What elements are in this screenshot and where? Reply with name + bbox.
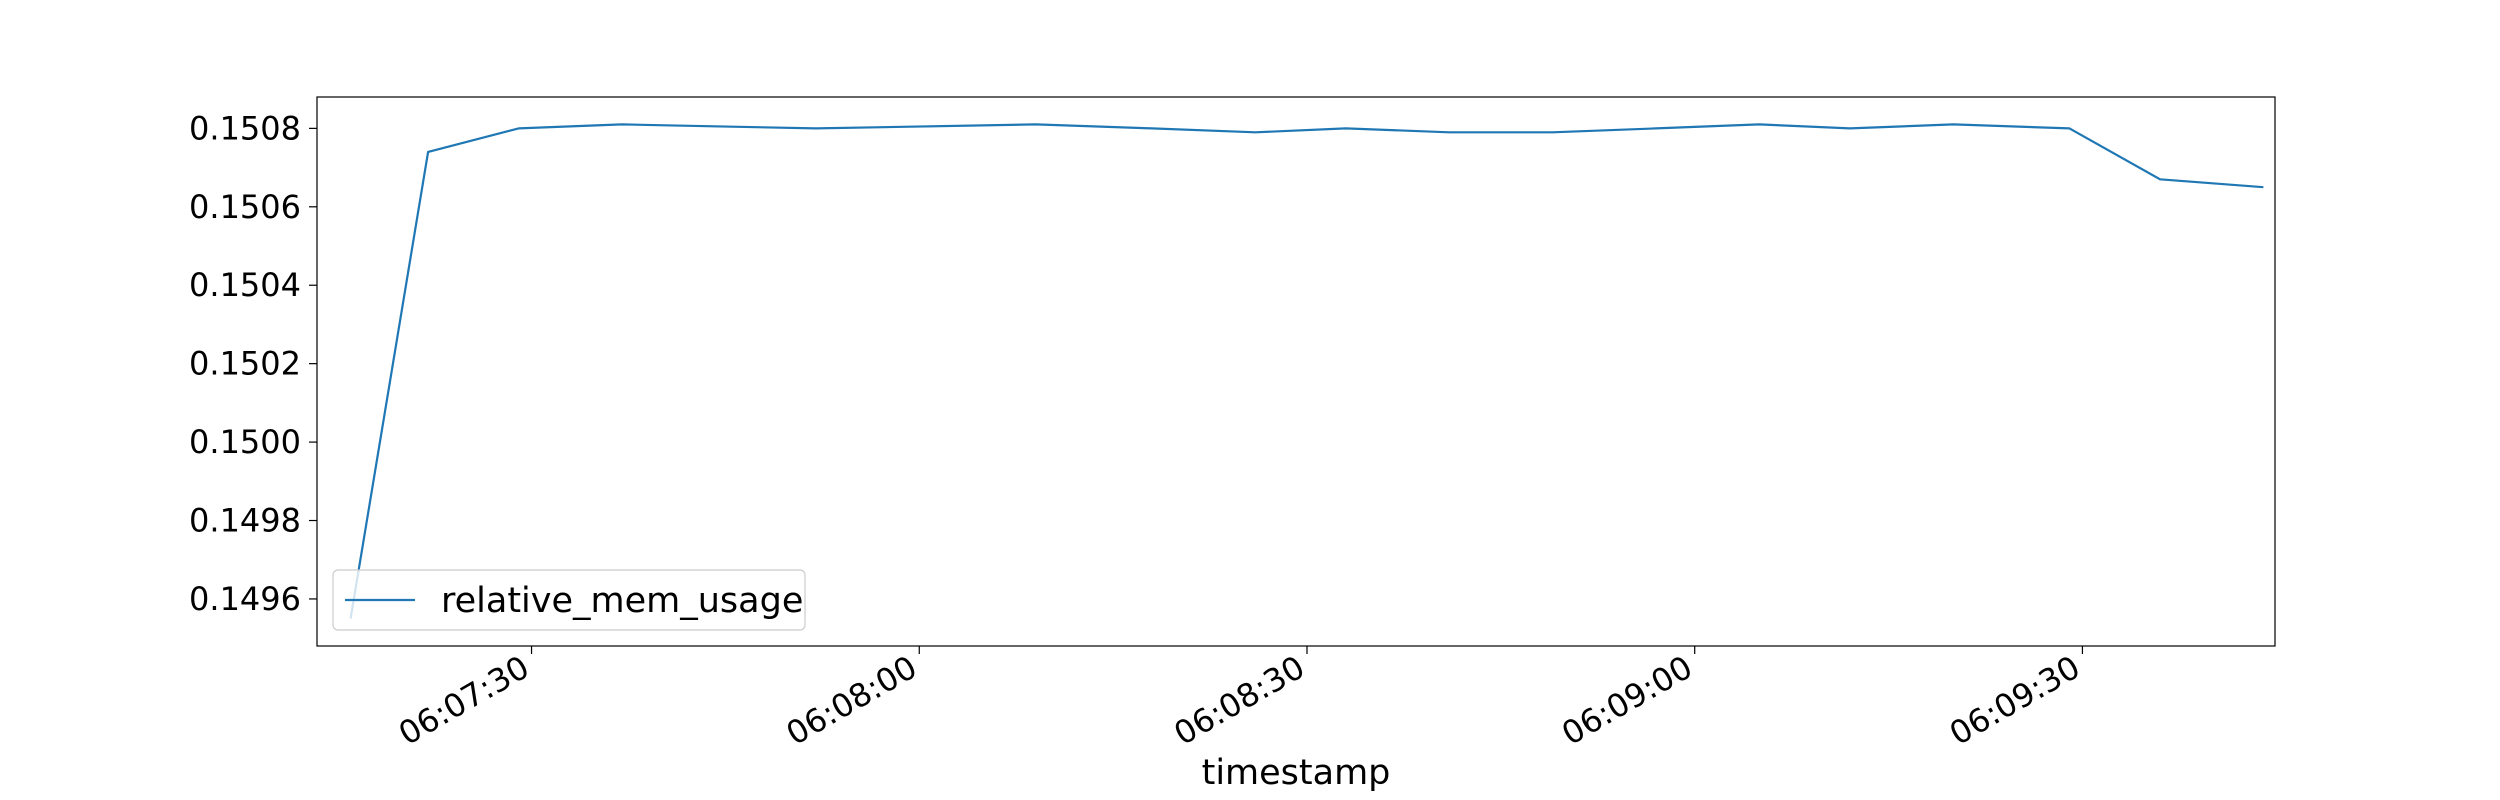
plot-frame	[316, 96, 2276, 647]
y-tick-label: 0.1506	[189, 188, 301, 226]
legend: relative_mem_usage	[332, 569, 806, 631]
x-tick-label: 06:08:00	[780, 648, 923, 753]
x-tick-label: 06:08:30	[1168, 648, 1311, 753]
legend-box	[332, 569, 806, 631]
y-tick-label: 0.1496	[189, 580, 301, 618]
series-layer	[349, 123, 2264, 619]
y-axis-ticks: 0.1496 0.1498 0.1500 0.1502 0.1504 0.1506 0.15…	[189, 109, 317, 618]
y-tick-label: 0.1500	[189, 423, 301, 461]
x-tick-label: 06:07:30	[392, 648, 535, 753]
y-tick-label: 0.1502	[189, 345, 301, 383]
y-tick-label: 0.1498	[189, 502, 301, 540]
plot-area	[317, 97, 2275, 646]
x-tick-label: 06:09:00	[1555, 648, 1698, 753]
x-tick-label: 06:09:30	[1943, 648, 2086, 753]
series-line-relative-mem-usage	[349, 123, 2264, 619]
legend-label: relative_mem_usage	[441, 581, 803, 621]
x-axis-ticks: 06:07:30 06:08:00 06:08:30 06:09:00 06:09:30	[392, 646, 2086, 753]
x-axis-label: timestamp	[1202, 753, 1391, 793]
y-tick-label: 0.1508	[189, 109, 301, 147]
y-tick-label: 0.1504	[189, 266, 301, 304]
